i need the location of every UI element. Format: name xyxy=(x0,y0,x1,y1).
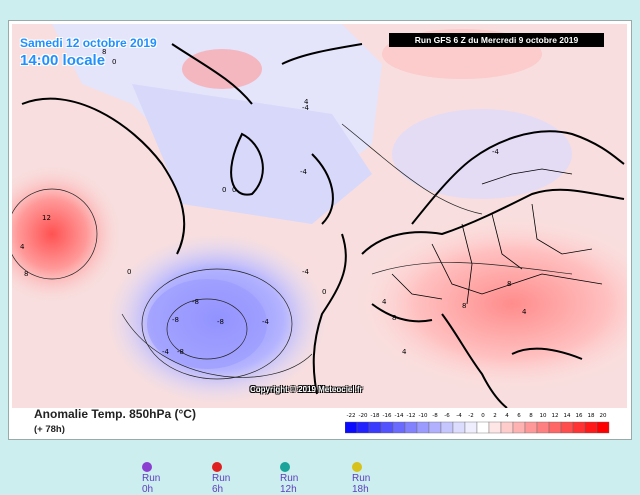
contour-label: -4 xyxy=(262,318,270,326)
scale-color-swatch xyxy=(368,421,382,434)
scale-color-swatch xyxy=(548,421,562,434)
contour-label: -8 xyxy=(217,318,224,326)
contour-label: 0 xyxy=(322,288,326,296)
contour-label: 8 xyxy=(507,280,511,288)
scale-tick-label: -8 xyxy=(432,413,438,419)
scale-tick-label: 8 xyxy=(529,413,533,419)
contour-label: -8 xyxy=(177,348,184,356)
scale-color-swatch xyxy=(536,421,550,434)
run-0h-option[interactable]: Run 0h xyxy=(142,462,160,495)
scale-color-swatch xyxy=(560,421,574,434)
contour-label: 0 xyxy=(127,268,131,276)
scale-tick-label: -14 xyxy=(395,413,404,419)
run-12h-label: Run 12h xyxy=(280,473,299,495)
contour-label: 0 xyxy=(222,186,226,194)
scale-color-swatch xyxy=(584,421,598,434)
run-18h-label: Run 18h xyxy=(352,473,371,495)
temperature-anomaly-map: 12 4 8 0 -4 -8 4 8 0 0 -4 -4 -8 -8 -8 -4… xyxy=(12,24,627,408)
scale-tick-label: 12 xyxy=(552,413,559,419)
scale-color-swatch xyxy=(356,421,370,434)
contour-label: 4 xyxy=(382,298,387,306)
scale-color-swatch xyxy=(488,421,502,434)
legend-title: Anomalie Temp. 850hPa (°C) xyxy=(34,407,196,421)
legend-subtitle: (+ 78h) xyxy=(34,424,65,435)
contour-label: 4 xyxy=(402,348,407,356)
run-12h-option[interactable]: Run 12h xyxy=(280,462,298,495)
run-0h-dot-icon xyxy=(142,462,152,473)
scale-tick-label: 6 xyxy=(517,413,521,419)
map-frame: 12 4 8 0 -4 -8 4 8 0 0 -4 -4 -8 -8 -8 -4… xyxy=(8,20,632,440)
scale-tick-label: 10 xyxy=(540,413,547,419)
run-6h-label: Run 6h xyxy=(212,473,231,495)
scale-tick-label: -20 xyxy=(359,413,368,419)
scale-color-swatch xyxy=(428,421,442,434)
scale-tick-label: -16 xyxy=(383,413,392,419)
scale-color-swatch xyxy=(392,421,406,434)
copyright-notice: Copyright © 2019 Meteociel.fr xyxy=(250,385,363,394)
run-18h-option[interactable]: Run 18h xyxy=(352,462,370,495)
contour-label: 8 xyxy=(462,302,466,310)
contour-label: -4 xyxy=(302,104,310,112)
scale-tick-label: -10 xyxy=(419,413,428,419)
contour-label: 4 xyxy=(20,243,25,251)
scale-tick-label: -22 xyxy=(347,413,356,419)
scale-color-swatch xyxy=(524,421,538,434)
scale-tick-label: 0 xyxy=(481,413,485,419)
scale-color-swatch xyxy=(416,421,430,434)
scale-tick-label: 20 xyxy=(600,413,607,419)
scale-color-swatch xyxy=(464,421,478,434)
scale-tick-label: 16 xyxy=(576,413,583,419)
contour-label: 0 xyxy=(232,186,236,194)
scale-color-swatch xyxy=(452,421,466,434)
run-12h-dot-icon xyxy=(280,462,290,473)
contour-label: -8 xyxy=(192,298,199,306)
scale-tick-label: -4 xyxy=(456,413,462,419)
scale-color-swatch xyxy=(380,421,394,434)
scale-color-swatch xyxy=(404,421,418,434)
contour-label: 8 xyxy=(392,314,396,322)
scale-color-swatch xyxy=(512,421,526,434)
scale-tick-label: 14 xyxy=(564,413,571,419)
run-info: Run GFS 6 Z du Mercredi 9 octobre 2019 xyxy=(389,33,604,47)
contour-label: 8 xyxy=(24,270,28,278)
scale-color-swatch xyxy=(440,421,454,434)
run-18h-dot-icon xyxy=(352,462,362,473)
scale-tick-label: 4 xyxy=(505,413,509,419)
contour-label: 0 xyxy=(112,58,116,66)
scale-color-swatch xyxy=(572,421,586,434)
scale-tick-label: -12 xyxy=(407,413,416,419)
scale-color-swatch xyxy=(345,421,358,434)
run-0h-label: Run 0h xyxy=(142,473,161,495)
contour-label: -4 xyxy=(162,348,170,356)
contour-label: 8 xyxy=(102,48,106,56)
contour-label: 4 xyxy=(522,308,527,316)
run-6h-option[interactable]: Run 6h xyxy=(212,462,230,495)
forecast-date: Samedi 12 octobre 2019 xyxy=(20,36,157,50)
scale-tick-label: 18 xyxy=(588,413,595,419)
contour-label: -4 xyxy=(300,168,308,176)
scale-tick-label: -6 xyxy=(444,413,450,419)
scale-tick-label: -18 xyxy=(371,413,380,419)
contour-label: 4 xyxy=(304,98,309,106)
scale-color-swatch xyxy=(596,421,610,434)
scale-color-swatch xyxy=(476,421,490,434)
contour-label: -4 xyxy=(492,148,500,156)
run-6h-dot-icon xyxy=(212,462,222,473)
scale-color-swatch xyxy=(500,421,514,434)
scale-tick-label: 2 xyxy=(493,413,497,419)
map-canvas: 12 4 8 0 -4 -8 4 8 0 0 -4 -4 -8 -8 -8 -4… xyxy=(12,24,627,408)
scale-tick-label: -2 xyxy=(468,413,473,419)
forecast-time: 14:00 locale xyxy=(20,52,106,69)
contour-label: -8 xyxy=(172,316,179,324)
contour-label: 12 xyxy=(42,214,51,222)
contour-label: -4 xyxy=(302,268,310,276)
color-scale: -22 -20 -18 -16 -14 -12 -10 -8 -6 -4 -2 0 2 4 6 8 10 12 14… xyxy=(345,413,610,434)
